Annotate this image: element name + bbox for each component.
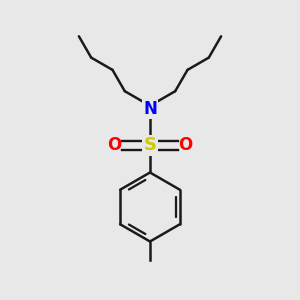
Text: S: S bbox=[143, 136, 157, 154]
Text: O: O bbox=[107, 136, 122, 154]
Text: O: O bbox=[178, 136, 193, 154]
Text: N: N bbox=[143, 100, 157, 118]
